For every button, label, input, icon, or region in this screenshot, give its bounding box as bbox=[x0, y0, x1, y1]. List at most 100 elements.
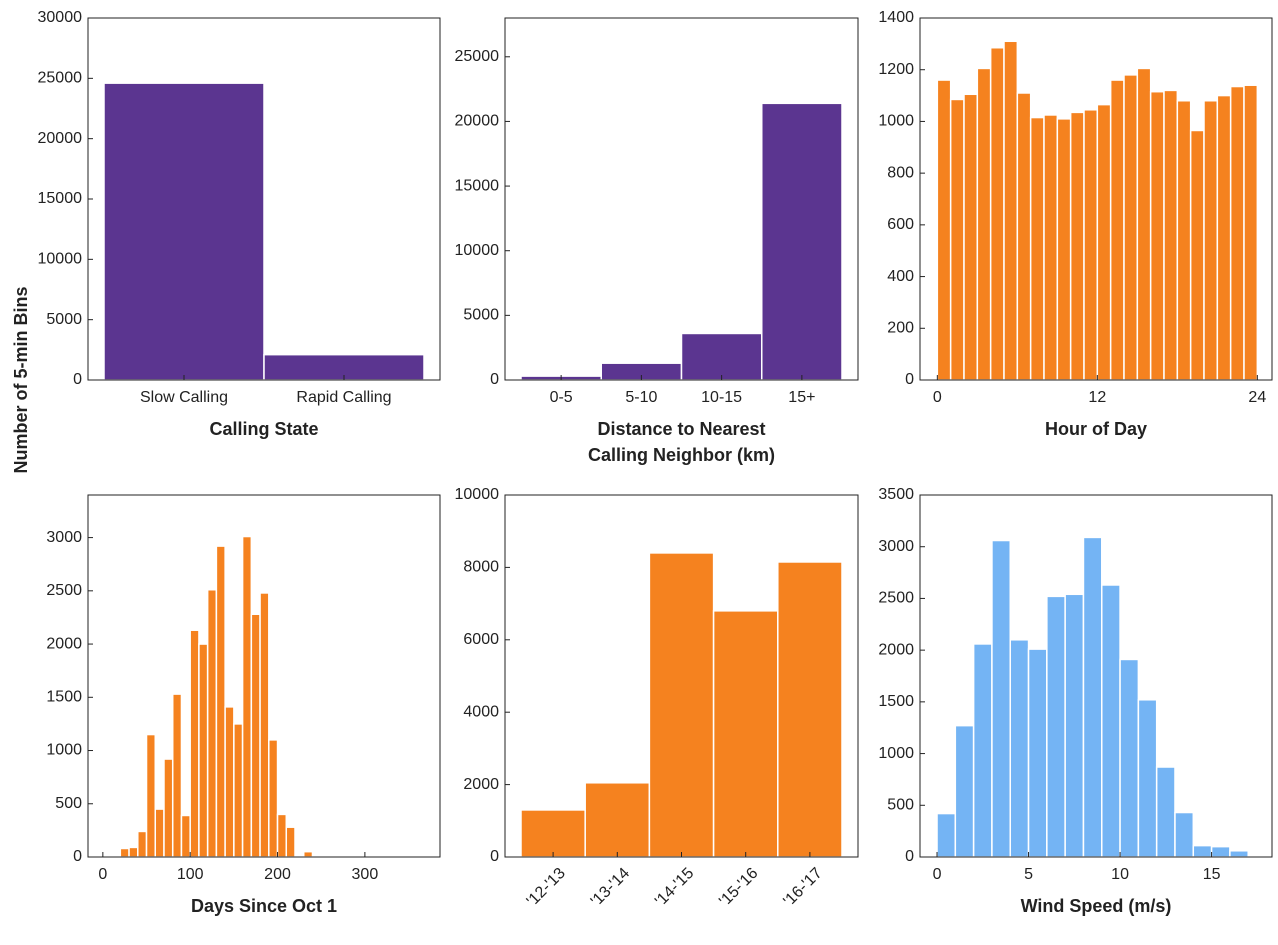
histogram-bar bbox=[1192, 844, 1213, 858]
y-tick-label: 20000 bbox=[455, 113, 500, 130]
histogram-bar bbox=[1174, 811, 1195, 858]
histogram-bar bbox=[936, 812, 957, 858]
y-tick-label: 15000 bbox=[38, 190, 83, 207]
histogram-bar bbox=[215, 545, 226, 858]
histogram-bar bbox=[1064, 593, 1085, 858]
histogram-bar bbox=[128, 846, 139, 858]
bar bbox=[584, 782, 651, 858]
y-tick-label: 4000 bbox=[463, 703, 499, 720]
histogram-bar bbox=[1176, 99, 1192, 381]
y-tick-label: 800 bbox=[887, 164, 914, 181]
plot-frame bbox=[87, 17, 441, 381]
histogram-bar bbox=[1096, 103, 1112, 381]
y-tick-label: 5000 bbox=[463, 307, 499, 324]
x-tick-label: Rapid Calling bbox=[296, 389, 391, 406]
y-tick-label: 2500 bbox=[878, 590, 914, 607]
histogram-bar bbox=[1229, 850, 1249, 858]
x-tick-label: 0 bbox=[98, 866, 107, 883]
y-tick-label: 3000 bbox=[878, 538, 914, 555]
histogram-bar bbox=[154, 808, 165, 858]
histogram-bar bbox=[1189, 129, 1205, 381]
x-tick-label: 0 bbox=[933, 866, 942, 883]
y-tick-label: 200 bbox=[887, 320, 914, 337]
x-axis-label: Days Since Oct 1 bbox=[191, 896, 337, 916]
y-tick-label: 0 bbox=[73, 371, 82, 388]
histogram-bar bbox=[137, 830, 148, 858]
bar bbox=[520, 809, 586, 858]
histogram-bar bbox=[976, 67, 992, 381]
y-tick-label: 30000 bbox=[38, 9, 83, 26]
x-axis-label: Hour of Day bbox=[1045, 419, 1147, 439]
y-tick-label: 10000 bbox=[455, 242, 500, 259]
histogram-bar bbox=[268, 739, 279, 858]
histogram-bar bbox=[163, 758, 174, 858]
histogram-bar bbox=[1119, 658, 1140, 858]
y-tick-label: 600 bbox=[887, 216, 914, 233]
histogram-bar bbox=[1136, 67, 1152, 381]
histogram-bar bbox=[1027, 648, 1048, 858]
x-tick-label: 300 bbox=[352, 866, 379, 883]
histogram-bar bbox=[1083, 109, 1099, 381]
plot-frame bbox=[504, 17, 859, 381]
histogram-bar bbox=[1016, 92, 1032, 381]
histogram-bar bbox=[250, 613, 261, 858]
y-tick-label: 2000 bbox=[878, 641, 914, 658]
histogram-bar bbox=[241, 535, 253, 858]
y-axis-label: Number of 5-min Bins bbox=[11, 286, 31, 473]
histogram-bar bbox=[1043, 114, 1059, 381]
histogram-bar bbox=[1203, 99, 1219, 381]
y-tick-label: 1000 bbox=[878, 113, 914, 130]
x-tick-label: 10 bbox=[1111, 866, 1129, 883]
bar bbox=[103, 82, 265, 381]
x-axis-label: Calling Neighbor (km) bbox=[588, 445, 775, 465]
histogram-bar bbox=[119, 847, 130, 858]
y-tick-label: 0 bbox=[490, 848, 499, 865]
x-tick-label: '12-'13 bbox=[524, 865, 569, 910]
y-tick-label: 2000 bbox=[46, 635, 82, 652]
y-tick-label: 0 bbox=[490, 371, 499, 388]
plot-frame bbox=[919, 494, 1273, 858]
histogram-bar bbox=[259, 592, 270, 858]
x-tick-label: 12 bbox=[1088, 389, 1106, 406]
y-tick-label: 0 bbox=[905, 848, 914, 865]
histogram-bar bbox=[1149, 90, 1165, 381]
x-tick-label: '16-'17 bbox=[780, 865, 825, 910]
x-tick-label: Slow Calling bbox=[140, 389, 228, 406]
x-tick-label: '13-'14 bbox=[588, 865, 633, 910]
histogram-bar bbox=[1003, 40, 1019, 381]
histogram-bar bbox=[963, 93, 979, 381]
histogram-bar bbox=[1029, 116, 1045, 381]
y-tick-label: 25000 bbox=[455, 48, 500, 65]
x-axis-label: Calling State bbox=[209, 419, 318, 439]
y-tick-label: 2500 bbox=[46, 582, 82, 599]
histogram-bar bbox=[1101, 584, 1121, 858]
x-tick-label: 100 bbox=[177, 866, 204, 883]
histogram-bar bbox=[1069, 111, 1085, 381]
y-tick-label: 500 bbox=[55, 795, 82, 812]
bar bbox=[777, 561, 843, 858]
bar bbox=[648, 552, 715, 858]
histogram-bar bbox=[936, 79, 952, 381]
x-axis-label: Wind Speed (m/s) bbox=[1021, 896, 1172, 916]
y-tick-label: 15000 bbox=[455, 177, 500, 194]
histogram-bar bbox=[949, 98, 965, 381]
y-tick-label: 5000 bbox=[46, 311, 82, 328]
histogram-bar bbox=[989, 46, 1005, 381]
histogram-bar bbox=[180, 814, 191, 858]
histogram-bar bbox=[991, 539, 1011, 858]
y-tick-label: 10000 bbox=[38, 251, 83, 268]
x-tick-label: '14-'15 bbox=[652, 865, 697, 910]
histogram-bar bbox=[145, 733, 157, 858]
y-tick-label: 1000 bbox=[46, 742, 82, 759]
x-tick-label: 200 bbox=[264, 866, 291, 883]
x-tick-label: 10-15 bbox=[701, 389, 742, 406]
x-tick-label: 24 bbox=[1248, 389, 1266, 406]
x-tick-label: 0-5 bbox=[550, 389, 573, 406]
y-tick-label: 25000 bbox=[38, 70, 83, 87]
histogram-bar bbox=[1155, 766, 1176, 858]
y-tick-label: 2000 bbox=[463, 776, 499, 793]
plot-frame bbox=[504, 494, 859, 858]
x-axis-label: Distance to Nearest bbox=[597, 419, 765, 439]
histogram-bar bbox=[1082, 536, 1103, 858]
